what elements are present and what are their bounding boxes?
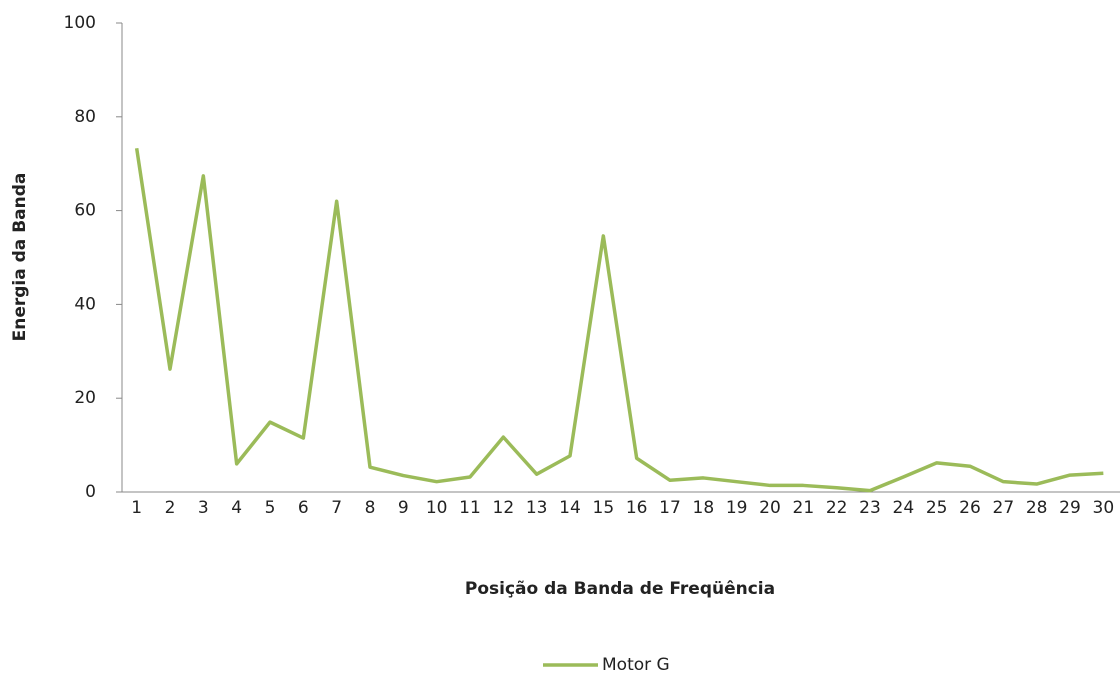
- x-tick-label: 24: [893, 498, 915, 518]
- x-tick-label: 4: [231, 498, 242, 518]
- x-tick-label: 26: [959, 498, 981, 518]
- x-tick-label: 9: [398, 498, 409, 518]
- x-tick-label: 10: [426, 498, 448, 518]
- x-tick-label: 1: [131, 498, 142, 518]
- x-tick-label: 17: [659, 498, 681, 518]
- x-tick-label: 5: [265, 498, 276, 518]
- x-tick-label: 23: [859, 498, 881, 518]
- x-tick-label: 2: [165, 498, 176, 518]
- x-tick-label: 13: [526, 498, 548, 518]
- x-tick-label: 15: [593, 498, 615, 518]
- y-tick-label: 40: [74, 294, 96, 314]
- x-tick-label: 18: [693, 498, 715, 518]
- x-tick-label: 14: [559, 498, 581, 518]
- x-tick-label: 11: [459, 498, 481, 518]
- x-tick-label: 30: [1093, 498, 1115, 518]
- x-tick-label: 22: [826, 498, 848, 518]
- y-tick-label: 0: [85, 482, 96, 502]
- x-tick-label: 3: [198, 498, 209, 518]
- x-tick-label: 20: [759, 498, 781, 518]
- x-tick-label: 29: [1059, 498, 1081, 518]
- x-tick-label: 28: [1026, 498, 1048, 518]
- x-tick-label: 25: [926, 498, 948, 518]
- y-tick-label: 80: [74, 107, 96, 127]
- legend-label: Motor G: [602, 655, 670, 675]
- x-tick-label: 21: [793, 498, 815, 518]
- x-tick-label: 6: [298, 498, 309, 518]
- x-tick-label: 19: [726, 498, 748, 518]
- series-line: [134, 147, 1104, 493]
- x-axis-title: Posição da Banda de Freqüência: [465, 579, 775, 599]
- x-tick-label: 7: [331, 498, 342, 518]
- y-axis-title: Energia da Banda: [10, 173, 30, 342]
- x-tick-label: 12: [493, 498, 515, 518]
- y-tick-label: 60: [74, 201, 96, 221]
- x-tick-label: 27: [993, 498, 1015, 518]
- y-tick-label: 100: [64, 13, 96, 33]
- y-tick-label: 20: [74, 388, 96, 408]
- x-tick-label: 16: [626, 498, 648, 518]
- x-tick-label: 8: [365, 498, 376, 518]
